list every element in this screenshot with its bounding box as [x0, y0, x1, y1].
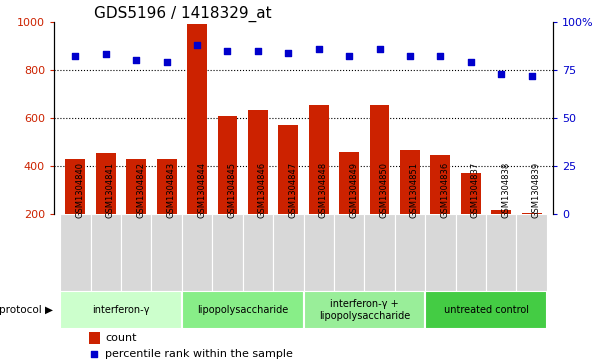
Bar [218, 115, 237, 214]
Bar [60, 291, 182, 330]
Point [253, 48, 263, 53]
Bar [430, 155, 450, 214]
Text: count: count [105, 333, 136, 343]
Text: GSM1304851: GSM1304851 [410, 162, 419, 218]
Bar [60, 214, 91, 291]
Text: lipopolysaccharide: lipopolysaccharide [197, 305, 288, 315]
Text: GSM1304837: GSM1304837 [471, 162, 480, 218]
Bar [400, 150, 420, 214]
Bar [278, 125, 298, 214]
Bar [91, 214, 121, 291]
Text: interferon-γ: interferon-γ [93, 305, 150, 315]
Point [344, 53, 354, 59]
Text: GSM1304850: GSM1304850 [380, 162, 388, 218]
Bar [126, 159, 146, 214]
Bar [89, 333, 100, 344]
Bar [96, 153, 115, 214]
Bar [456, 214, 486, 291]
Bar [182, 214, 212, 291]
Text: GSM1304847: GSM1304847 [288, 162, 297, 218]
Bar [339, 152, 359, 214]
Bar [304, 291, 425, 330]
Text: GSM1304845: GSM1304845 [227, 162, 236, 218]
Point [101, 52, 111, 57]
Point [222, 48, 232, 53]
Bar [248, 110, 268, 214]
Bar [425, 214, 456, 291]
Text: GSM1304844: GSM1304844 [197, 162, 206, 218]
Bar [187, 24, 207, 214]
Bar [212, 214, 243, 291]
Point [436, 53, 445, 59]
Text: percentile rank within the sample: percentile rank within the sample [105, 349, 293, 359]
Text: GSM1304836: GSM1304836 [441, 162, 450, 218]
Text: protocol ▶: protocol ▶ [0, 305, 52, 315]
Bar [121, 214, 151, 291]
Text: GSM1304841: GSM1304841 [106, 162, 115, 218]
Bar [522, 213, 542, 214]
Bar [273, 214, 304, 291]
Text: GSM1304838: GSM1304838 [501, 162, 510, 218]
Point [314, 46, 323, 52]
Bar [425, 291, 547, 330]
Bar [243, 214, 273, 291]
Bar [395, 214, 425, 291]
Text: GSM1304842: GSM1304842 [136, 162, 145, 218]
Point [466, 59, 475, 65]
Point [375, 46, 385, 52]
Text: GSM1304849: GSM1304849 [349, 162, 358, 218]
Bar [151, 214, 182, 291]
Bar [364, 214, 395, 291]
Bar [309, 105, 329, 214]
Point [527, 73, 537, 78]
Bar [157, 159, 177, 214]
Bar [370, 105, 389, 214]
Bar [66, 159, 85, 214]
Point [162, 59, 171, 65]
Point [496, 71, 506, 77]
Bar [334, 214, 364, 291]
Point [405, 53, 415, 59]
Bar [492, 211, 511, 214]
Text: GSM1304846: GSM1304846 [258, 162, 267, 218]
Text: GSM1304839: GSM1304839 [532, 162, 541, 218]
Point [192, 42, 202, 48]
Point [90, 351, 99, 357]
Text: interferon-γ +
lipopolysaccharide: interferon-γ + lipopolysaccharide [319, 299, 410, 321]
Bar [182, 291, 304, 330]
Text: GSM1304840: GSM1304840 [75, 162, 84, 218]
Bar [516, 214, 547, 291]
Point [284, 50, 293, 56]
Text: GSM1304843: GSM1304843 [166, 162, 175, 218]
Bar [304, 214, 334, 291]
Point [132, 57, 141, 63]
Point [70, 53, 80, 59]
Text: GDS5196 / 1418329_at: GDS5196 / 1418329_at [94, 5, 272, 22]
Bar [461, 173, 481, 214]
Bar [486, 214, 516, 291]
Text: GSM1304848: GSM1304848 [319, 162, 328, 218]
Text: untreated control: untreated control [444, 305, 528, 315]
